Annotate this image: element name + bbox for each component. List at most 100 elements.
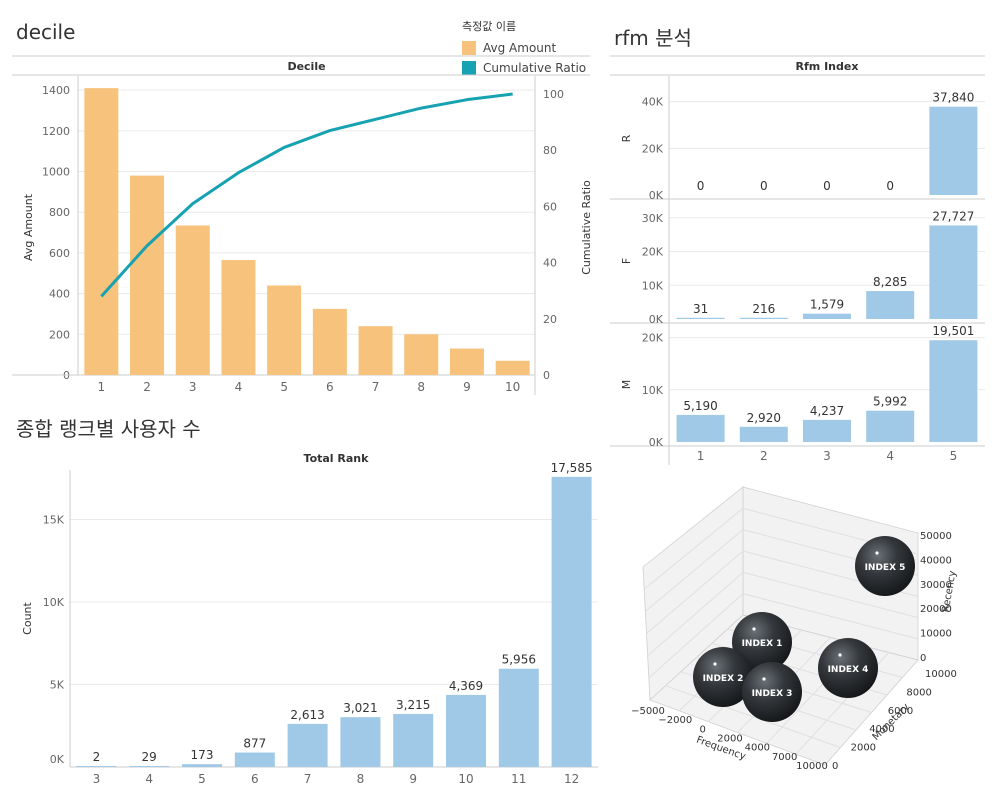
rfm-3d-scatter: 01000020000300004000050000Recency0200040… bbox=[631, 486, 959, 772]
rfm-bar bbox=[866, 291, 915, 319]
rank-bar bbox=[498, 668, 539, 767]
rfm-data-label: 1,579 bbox=[810, 298, 844, 312]
rfm-ytick-label: 20K bbox=[642, 142, 664, 155]
scatter-ztick-label: 20000 bbox=[920, 604, 952, 615]
decile-ytick-label: 1400 bbox=[42, 84, 70, 97]
rank-bar bbox=[76, 766, 117, 767]
rfm-data-label: 37,840 bbox=[932, 91, 974, 105]
decile-ytick-label: 400 bbox=[49, 288, 70, 301]
scatter-grid bbox=[647, 571, 744, 657]
decile-ytick-label: 200 bbox=[49, 328, 70, 341]
rfm-bar bbox=[929, 106, 978, 195]
rfm-data-label: 27,727 bbox=[932, 209, 974, 223]
rank-section-title: 종합 랭크별 사용자 수 bbox=[16, 417, 201, 441]
scatter-ytick-label: 2000 bbox=[851, 743, 876, 754]
decile-bar bbox=[267, 285, 302, 375]
scatter-ztick-label: 40000 bbox=[920, 555, 952, 566]
rank-xtick-label: 8 bbox=[357, 772, 365, 786]
decile-y2tick-label: 60 bbox=[543, 200, 557, 213]
scatter-point-highlight bbox=[875, 551, 879, 555]
rfm-data-label: 5,992 bbox=[873, 395, 907, 409]
decile-bar bbox=[495, 360, 530, 375]
legend: 측정값 이름 Avg Amount Cumulative Ratio bbox=[462, 18, 586, 78]
scatter-point-label: INDEX 5 bbox=[865, 563, 906, 573]
rfm-data-label: 2,920 bbox=[747, 411, 781, 425]
rank-xtick-label: 3 bbox=[93, 772, 101, 786]
rank-data-label: 4,369 bbox=[449, 679, 483, 693]
rfm-ytick-label: 10K bbox=[642, 384, 664, 397]
decile-xtick-label: 1 bbox=[98, 380, 106, 394]
scatter-ztick-label: 0 bbox=[920, 653, 926, 664]
scatter-point-label: INDEX 4 bbox=[828, 665, 869, 675]
scatter-xtick-label: −2000 bbox=[658, 715, 692, 726]
scatter-ytick-label: 4000 bbox=[869, 724, 894, 735]
rank-data-label: 5,956 bbox=[502, 653, 536, 667]
rfm-panel-label: F bbox=[620, 258, 633, 264]
scatter-xtick-label: 0 bbox=[699, 724, 705, 735]
rfm-ytick-label: 0K bbox=[649, 436, 664, 449]
rfm-bar bbox=[929, 340, 978, 442]
decile-y2label: Cumulative Ratio bbox=[580, 180, 593, 275]
decile-xtick-label: 6 bbox=[326, 380, 334, 394]
decile-bar bbox=[312, 308, 347, 375]
scatter-point-label: INDEX 2 bbox=[703, 674, 744, 684]
decile-section-title: decile bbox=[16, 20, 76, 44]
scatter-grid bbox=[645, 529, 744, 612]
rank-ytick-label: 10K bbox=[43, 596, 65, 609]
scatter-point-index-1 bbox=[732, 612, 792, 672]
rfm-xtick-label: 3 bbox=[823, 449, 831, 463]
rfm-ytick-label: 10K bbox=[642, 279, 664, 292]
scatter-grid bbox=[648, 593, 744, 679]
scatter-ztick-label: 50000 bbox=[920, 531, 952, 542]
decile-ytick-label: 800 bbox=[49, 206, 70, 219]
rank-data-label: 3,215 bbox=[396, 698, 430, 712]
legend-item-cumulative-ratio[interactable]: Cumulative Ratio bbox=[462, 58, 586, 78]
decile-y2tick-label: 40 bbox=[543, 257, 557, 270]
rank-data-label: 17,585 bbox=[551, 461, 593, 475]
scatter-grid bbox=[646, 550, 744, 634]
decile-title: Decile bbox=[287, 60, 325, 73]
legend-title: 측정값 이름 bbox=[462, 20, 517, 33]
scatter-point-highlight bbox=[752, 627, 756, 631]
rfm-bar bbox=[739, 317, 788, 319]
rank-ytick-label: 5K bbox=[50, 679, 65, 692]
scatter-point-highlight bbox=[838, 653, 842, 657]
rfm-data-label: 4,237 bbox=[810, 404, 844, 418]
rfm-bar bbox=[929, 225, 978, 319]
decile-bar bbox=[404, 334, 439, 375]
scatter-ztick-label: 30000 bbox=[920, 580, 952, 591]
decile-ytick-label: 1200 bbox=[42, 125, 70, 138]
scatter-xtick-label: 7000 bbox=[772, 752, 797, 763]
decile-xtick-label: 9 bbox=[463, 380, 471, 394]
scatter-xtick-label: −5000 bbox=[631, 706, 665, 717]
scatter-point-label: INDEX 1 bbox=[742, 639, 783, 649]
scatter-ytick-label: 6000 bbox=[888, 706, 913, 717]
rfm-ytick-label: 40K bbox=[642, 96, 664, 109]
rfm-bar bbox=[803, 419, 851, 442]
decile-bar bbox=[221, 260, 256, 375]
decile-bar bbox=[358, 326, 393, 375]
legend-label-avg-amount: Avg Amount bbox=[483, 41, 557, 55]
total-rank-chart: Total Rank 0K 5K 10K 15K Count 2 3 29 4 173 5 877 6 2,… bbox=[21, 452, 598, 786]
rank-bar bbox=[393, 713, 434, 767]
legend-swatch-cumulative-ratio bbox=[462, 61, 476, 75]
rfm-xtick-label: 4 bbox=[886, 449, 894, 463]
rfm-xtick-label: 1 bbox=[697, 449, 705, 463]
rank-bar bbox=[182, 764, 222, 767]
rfm-ytick-label: 20K bbox=[642, 246, 664, 259]
rfm-xtick-label: 5 bbox=[950, 449, 958, 463]
rank-data-label: 2,613 bbox=[290, 708, 324, 722]
rfm-data-label: 0 bbox=[886, 179, 894, 193]
legend-item-avg-amount[interactable]: Avg Amount bbox=[462, 38, 586, 58]
rfm-data-label: 216 bbox=[752, 302, 775, 316]
rank-bar bbox=[446, 694, 486, 767]
rfm-ytick-label: 30K bbox=[642, 212, 664, 225]
decile-bar bbox=[130, 175, 165, 375]
scatter-ytick-label: 8000 bbox=[906, 687, 931, 698]
scatter-xtick-label: 4000 bbox=[745, 743, 770, 754]
rank-xtick-label: 12 bbox=[564, 772, 579, 786]
legend-swatch-avg-amount bbox=[462, 41, 476, 55]
rank-data-label: 3,021 bbox=[343, 701, 377, 715]
decile-ytick-label: 600 bbox=[49, 247, 70, 260]
